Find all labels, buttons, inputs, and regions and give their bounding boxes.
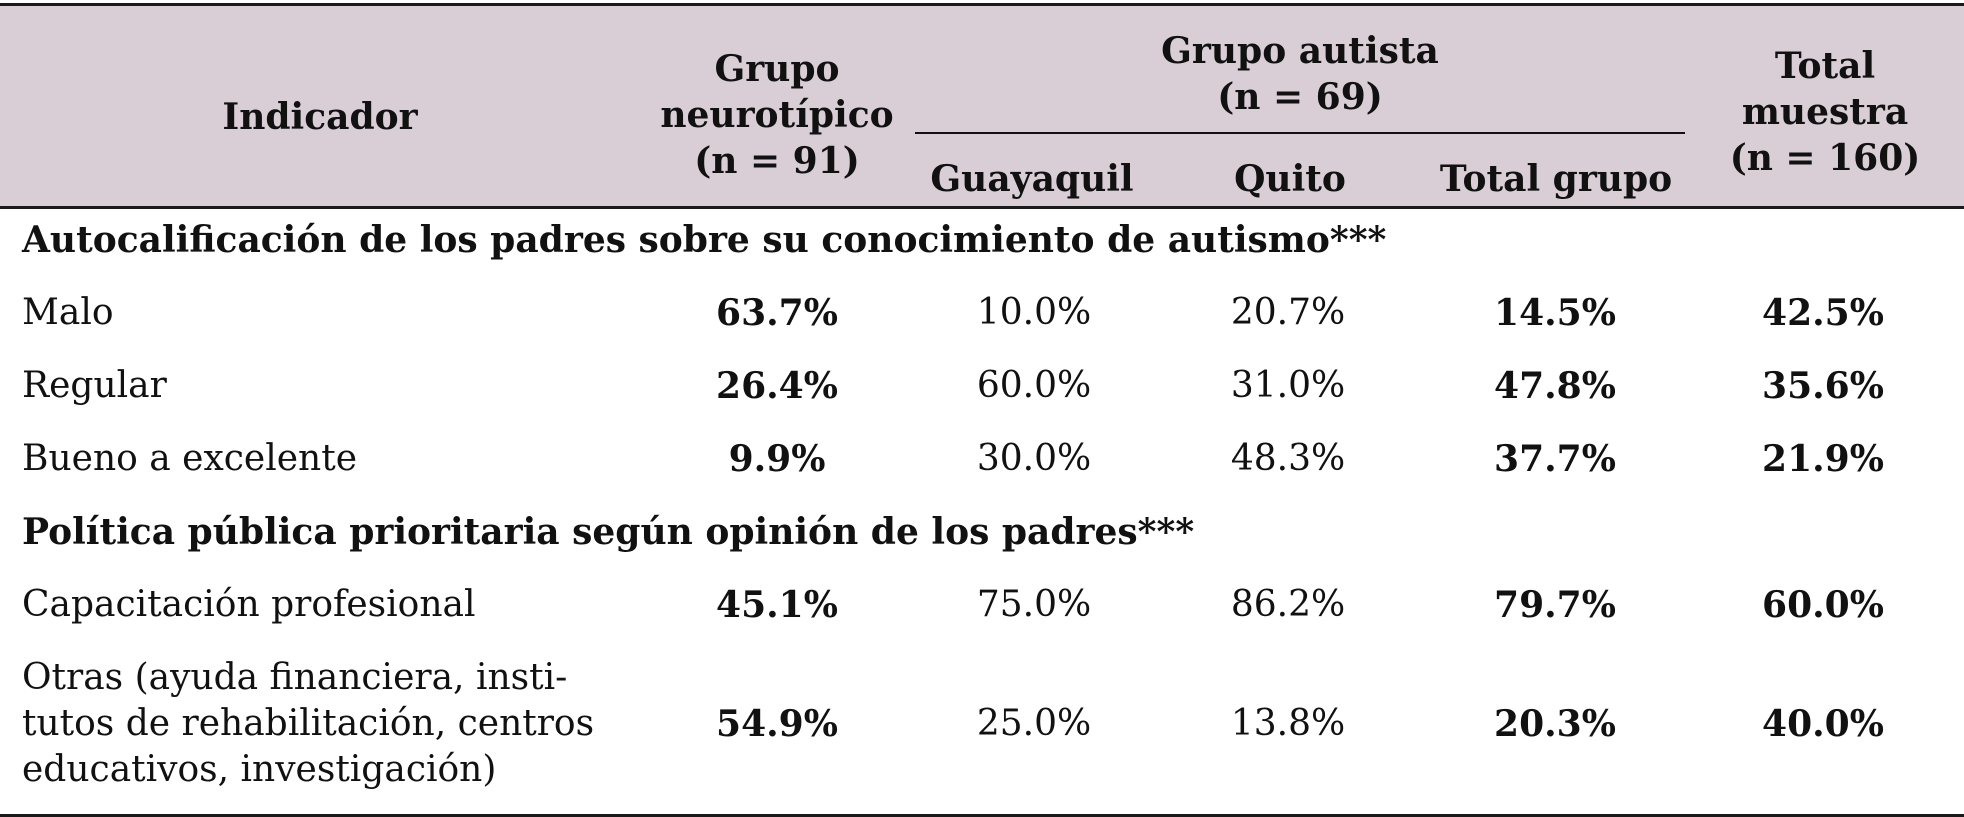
cell-neurotipico: 45.1% <box>716 584 838 626</box>
cell-total-grupo: 79.7% <box>1494 584 1616 626</box>
cell-total-muestra: 21.9% <box>1762 438 1884 480</box>
header-total-muestra-line2: muestra <box>1741 91 1909 133</box>
table-row: Otras (ayuda financiera, insti- tutos de… <box>0 655 1964 805</box>
header-autista-line2: (n = 69) <box>1217 76 1383 118</box>
header-autista-line1: Grupo autista <box>1161 30 1439 72</box>
row-label-line2: tutos de rehabilitación, centros <box>22 703 595 744</box>
row-label: Bueno a excelente <box>22 438 358 479</box>
header-total-muestra: Total muestra (n = 160) <box>1700 43 1950 181</box>
cell-total-muestra: 40.0% <box>1762 703 1884 745</box>
header-neurotipico-line1: Grupo <box>714 48 840 90</box>
header-indicador: Indicador <box>222 96 418 138</box>
cell-quito: 13.8% <box>1230 703 1346 744</box>
cell-total-grupo: 37.7% <box>1494 438 1616 480</box>
row-label: Capacitación profesional <box>22 584 476 625</box>
cell-neurotipico: 26.4% <box>716 365 838 407</box>
cell-guayaquil: 10.0% <box>976 292 1092 333</box>
section-title: Autocalificación de los padres sobre su … <box>22 219 1387 261</box>
header-grupo-neurotipico: Grupo neurotípico (n = 91) <box>652 46 902 184</box>
section-title: Política pública prioritaria según opini… <box>22 511 1195 553</box>
cell-total-grupo: 14.5% <box>1494 292 1616 334</box>
cell-total-muestra: 35.6% <box>1762 365 1884 407</box>
header-quito: Quito <box>1234 158 1346 200</box>
table-body: Autocalificación de los padres sobre su … <box>0 209 1964 817</box>
header-guayaquil: Guayaquil <box>930 158 1134 200</box>
cell-total-grupo: 47.8% <box>1494 365 1616 407</box>
header-total-muestra-line3: (n = 160) <box>1729 137 1921 179</box>
cell-neurotipico: 63.7% <box>716 292 838 334</box>
header-neurotipico-line3: (n = 91) <box>694 140 860 182</box>
table-header: Indicador Grupo neurotípico (n = 91) Gru… <box>0 3 1964 209</box>
header-grupo-autista: Grupo autista (n = 69) <box>915 28 1685 120</box>
cell-quito: 86.2% <box>1230 584 1346 625</box>
cell-quito: 31.0% <box>1230 365 1346 406</box>
header-total-grupo: Total grupo <box>1439 158 1673 200</box>
row-label-line3: educativos, investigación) <box>22 749 497 790</box>
cell-total-grupo: 20.3% <box>1494 703 1616 745</box>
header-neurotipico-line2: neurotípico <box>660 94 894 136</box>
cell-guayaquil: 30.0% <box>976 438 1092 479</box>
cell-guayaquil: 25.0% <box>976 703 1092 744</box>
cell-guayaquil: 75.0% <box>976 584 1092 625</box>
header-total-muestra-line1: Total <box>1774 45 1876 87</box>
cell-guayaquil: 60.0% <box>976 365 1092 406</box>
row-label: Regular <box>22 365 167 406</box>
group-divider-rule <box>915 132 1685 134</box>
cell-quito: 20.7% <box>1230 292 1346 333</box>
cell-neurotipico: 54.9% <box>716 703 838 745</box>
row-label: Otras (ayuda financiera, insti- tutos de… <box>22 655 594 793</box>
cell-total-muestra: 60.0% <box>1762 584 1884 626</box>
row-label: Malo <box>22 292 114 333</box>
cell-total-muestra: 42.5% <box>1762 292 1884 334</box>
data-table: Indicador Grupo neurotípico (n = 91) Gru… <box>0 3 1964 817</box>
cell-neurotipico: 9.9% <box>728 438 826 480</box>
cell-quito: 48.3% <box>1230 438 1346 479</box>
row-label-line1: Otras (ayuda financiera, insti- <box>22 657 568 698</box>
